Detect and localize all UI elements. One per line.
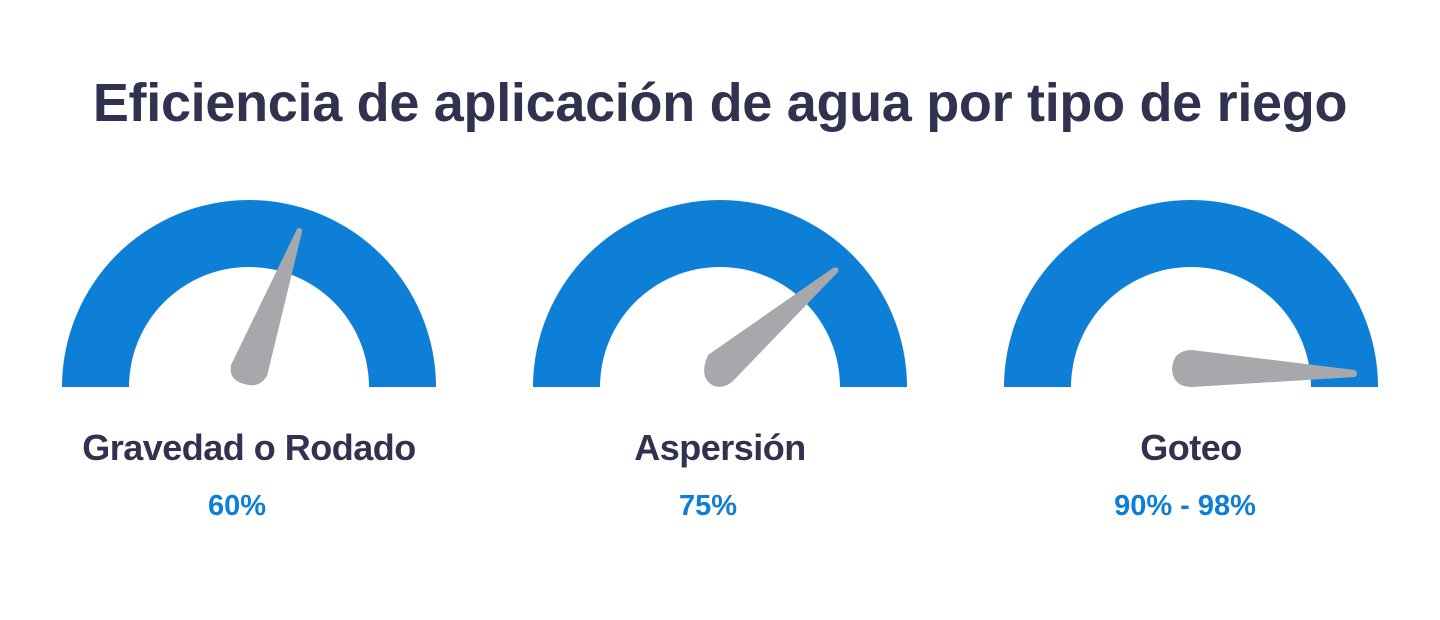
gauge-arc xyxy=(533,200,907,387)
gauge-arc xyxy=(62,200,436,387)
gauge-arc xyxy=(1004,200,1378,387)
gauge-label-gravedad: Gravedad o Rodado xyxy=(82,427,416,468)
gauge-value-gravedad: 60% xyxy=(207,490,267,522)
gauge-label-goteo: Goteo xyxy=(1140,427,1242,468)
gauge-gravedad xyxy=(62,200,436,387)
gauge-goteo xyxy=(1004,200,1378,387)
gauge-aspersion xyxy=(533,200,907,387)
gauge-needle-icon xyxy=(1172,350,1357,387)
chart-title: Eficiencia de aplicación de agua por tip… xyxy=(92,73,1348,133)
gauge-label-aspersion: Aspersión xyxy=(634,427,806,468)
gauge-value-goteo: 90% - 98% xyxy=(1114,490,1256,522)
gauge-needle-icon xyxy=(230,228,302,386)
gauge-needle-icon xyxy=(704,267,839,387)
gauge-value-aspersion: 75% xyxy=(678,490,738,522)
